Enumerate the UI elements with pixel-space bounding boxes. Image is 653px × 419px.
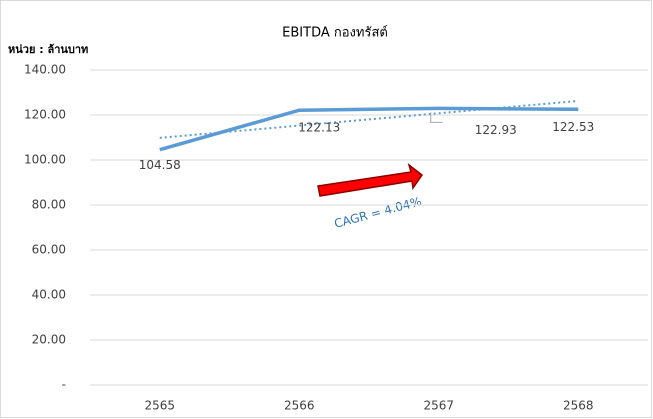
x-tick-label: 2565: [144, 399, 175, 413]
y-tick-label: 120.00: [24, 108, 66, 122]
arrow: [317, 163, 424, 197]
y-tick-label: -: [62, 378, 66, 392]
leader-line: [430, 112, 443, 123]
data-label: 104.58: [139, 158, 181, 172]
y-axis-label: หน่วย : ล้านบาท: [8, 43, 88, 56]
x-tick-label: 2568: [563, 399, 594, 413]
y-tick-label: 80.00: [32, 198, 66, 212]
data-label: 122.13: [298, 121, 340, 135]
y-tick-label: 100.00: [24, 153, 66, 167]
data-label: 122.93: [475, 123, 517, 137]
x-tick-label: 2567: [423, 399, 454, 413]
y-tick-label: 40.00: [32, 288, 66, 302]
y-tick-label: 140.00: [24, 63, 66, 77]
line: [159, 106, 579, 152]
y-tick-label: 60.00: [32, 243, 66, 257]
x-tick-label: 2566: [284, 399, 315, 413]
y-tick-label: 20.00: [32, 333, 66, 347]
chart-title: EBITDA กองทรัสต์: [282, 25, 388, 41]
data-label: 122.53: [552, 120, 594, 134]
